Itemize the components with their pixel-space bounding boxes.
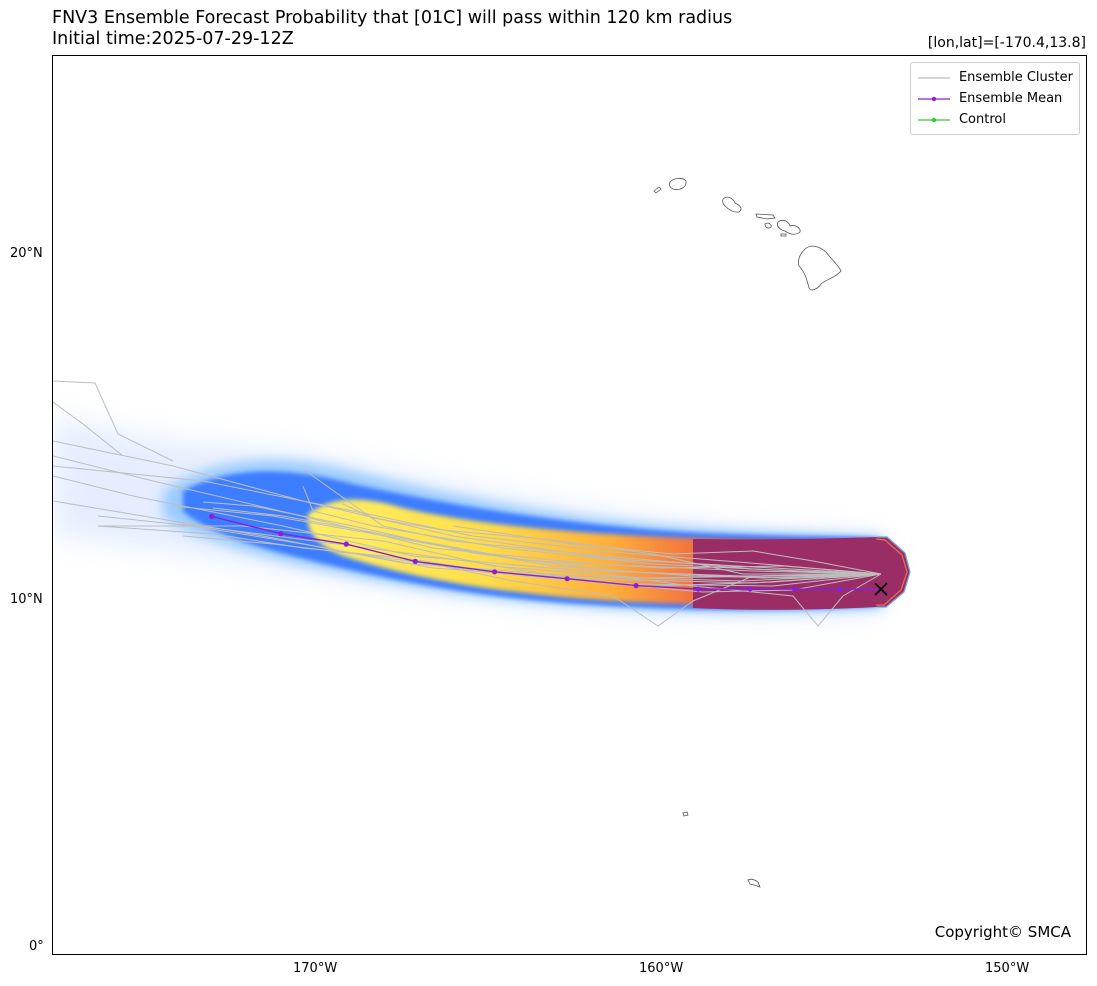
legend: Ensemble Cluster Ensemble Mean Control xyxy=(909,62,1080,135)
prob-core-edge-red xyxy=(875,538,908,606)
ensemble-track-outlier-5 xyxy=(53,380,174,462)
legend-label-ensemble-mean: Ensemble Mean xyxy=(958,91,1063,106)
ensemble-track-outlier-2 xyxy=(432,563,882,627)
legend-label-control: Control xyxy=(958,112,1006,127)
legend-item-ensemble-mean: Ensemble Mean xyxy=(917,88,1073,109)
legend-item-control: Control xyxy=(917,109,1073,130)
island-molokai xyxy=(755,213,776,220)
y-tick-10n: 10°N xyxy=(10,592,43,607)
legend-swatch-ensemble-mean xyxy=(917,96,950,101)
ensemble-mean-point xyxy=(633,583,639,589)
ensemble-track xyxy=(53,455,882,575)
y-tick-20n: 20°N xyxy=(10,246,43,261)
ensemble-track xyxy=(53,475,882,577)
ensemble-mean-point xyxy=(792,586,798,592)
map-canvas xyxy=(53,178,911,888)
x-tick-170w: 170°W xyxy=(293,961,338,976)
ensemble-cluster-tracks xyxy=(53,380,882,627)
legend-label-ensemble-cluster: Ensemble Cluster xyxy=(958,70,1073,85)
ensemble-mean-point xyxy=(564,576,570,582)
ensemble-track-outlier-4 xyxy=(302,468,882,575)
ensemble-mean-point xyxy=(747,586,753,592)
prob-core-edge xyxy=(877,536,911,608)
ensemble-mean-point xyxy=(412,558,418,564)
island-niihau xyxy=(653,186,662,194)
y-tick-0: 0° xyxy=(29,939,44,954)
ensemble-mean-point xyxy=(695,586,701,592)
current-position-marker xyxy=(874,582,888,596)
ensemble-track xyxy=(202,501,882,579)
island-kauai xyxy=(669,178,687,190)
ensemble-mean-point xyxy=(837,586,843,592)
island-johnston xyxy=(682,811,689,817)
ensemble-track xyxy=(53,500,882,582)
ensemble-mean-line xyxy=(211,515,881,590)
title-line-1: FNV3 Ensemble Forecast Probability that … xyxy=(52,8,733,28)
ensemble-mean-track xyxy=(209,513,881,592)
island-maui xyxy=(777,219,801,235)
coastlines xyxy=(653,178,842,888)
ensemble-mean-point xyxy=(492,569,498,575)
ensemble-track xyxy=(182,535,882,587)
island-hawaii xyxy=(798,245,842,291)
ensemble-track-outlier-3 xyxy=(452,525,882,575)
ensemble-track xyxy=(53,440,882,575)
x-tick-160w: 160°W xyxy=(639,961,684,976)
legend-swatch-ensemble-cluster xyxy=(917,76,950,79)
map-panel[interactable]: Ensemble Cluster Ensemble Mean Control C… xyxy=(52,55,1087,955)
legend-item-ensemble-cluster: Ensemble Cluster xyxy=(917,67,1073,88)
figure-title: FNV3 Ensemble Forecast Probability that … xyxy=(52,8,732,50)
ensemble-mean-point xyxy=(343,541,349,547)
ensemble-track xyxy=(53,465,882,575)
island-palmyra xyxy=(747,878,761,888)
copyright-notice: Copyright© SMCA xyxy=(934,923,1071,941)
island-oahu xyxy=(722,196,742,213)
x-tick-150w: 150°W xyxy=(985,961,1030,976)
ensemble-track-outlier-1 xyxy=(612,573,882,627)
island-lanai xyxy=(764,222,772,229)
coordinate-readout: [lon,lat]=[-170.4,13.8] xyxy=(927,35,1086,51)
ensemble-track xyxy=(342,503,881,575)
title-line-2: Initial time:2025-07-29-12Z xyxy=(52,29,294,49)
ensemble-track xyxy=(212,507,882,575)
ensemble-mean-point xyxy=(278,531,284,537)
ensemble-track xyxy=(172,505,882,579)
legend-swatch-control xyxy=(917,117,950,122)
ensemble-mean-point xyxy=(209,513,215,519)
island-kahoolawe xyxy=(780,233,787,237)
ensemble-track-outlier-6 xyxy=(53,401,124,457)
